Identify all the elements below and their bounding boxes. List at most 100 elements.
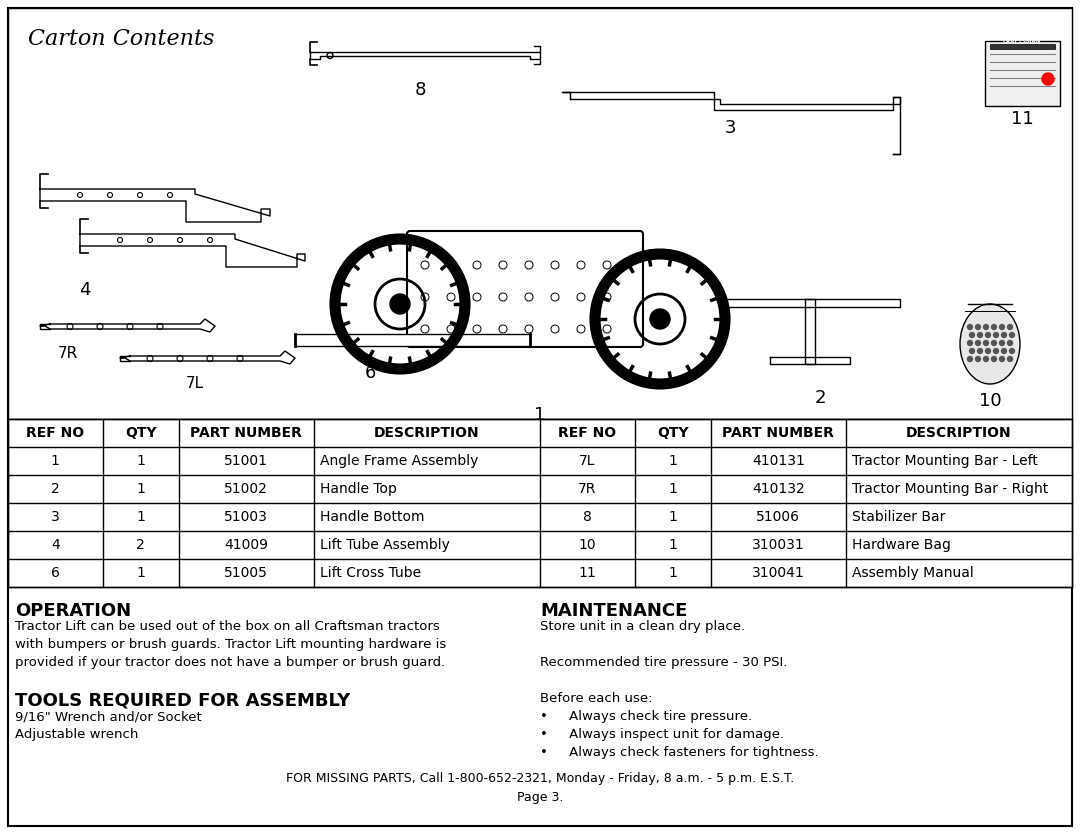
Circle shape — [1042, 73, 1054, 85]
Text: FOR MISSING PARTS, Call 1-800-652-2321, Monday - Friday, 8 a.m. - 5 p.m. E.S.T.
: FOR MISSING PARTS, Call 1-800-652-2321, … — [286, 772, 794, 804]
Polygon shape — [805, 299, 815, 364]
Circle shape — [994, 333, 999, 338]
Text: Tractor Lift can be used out of the box on all Craftsman tractors
with bumpers o: Tractor Lift can be used out of the box … — [15, 620, 446, 669]
Text: 10: 10 — [978, 392, 1001, 410]
Text: 7R: 7R — [578, 482, 596, 496]
Text: 2: 2 — [814, 389, 826, 407]
Circle shape — [390, 294, 410, 314]
Text: 1: 1 — [136, 566, 145, 580]
Circle shape — [1010, 349, 1014, 354]
Text: Hardware Bag: Hardware Bag — [852, 538, 951, 552]
Bar — [985, 41, 1059, 106]
Circle shape — [968, 356, 972, 361]
Text: 410131: 410131 — [752, 454, 805, 468]
Text: 8: 8 — [415, 81, 426, 99]
Bar — [295, 334, 530, 346]
FancyBboxPatch shape — [407, 231, 643, 347]
Circle shape — [984, 356, 988, 361]
Text: 3: 3 — [51, 510, 59, 524]
Polygon shape — [770, 357, 850, 364]
Circle shape — [968, 324, 972, 329]
Text: QTY: QTY — [125, 426, 157, 440]
Circle shape — [977, 333, 983, 338]
Text: QTY: QTY — [657, 426, 688, 440]
Text: Lift Tube Assembly: Lift Tube Assembly — [320, 538, 450, 552]
Polygon shape — [80, 234, 305, 267]
Polygon shape — [40, 189, 270, 222]
Text: 1: 1 — [535, 406, 545, 424]
Bar — [8, 419, 1072, 587]
Text: DESCRIPTION: DESCRIPTION — [375, 426, 480, 440]
Text: 3: 3 — [725, 119, 735, 137]
Text: DESCRIPTION: DESCRIPTION — [906, 426, 1012, 440]
Text: 10: 10 — [579, 538, 596, 552]
Text: Handle Top: Handle Top — [320, 482, 397, 496]
Circle shape — [994, 349, 999, 354]
Text: 6: 6 — [364, 364, 376, 382]
Polygon shape — [562, 92, 900, 110]
Circle shape — [986, 333, 990, 338]
Text: 8: 8 — [583, 510, 592, 524]
Circle shape — [1001, 333, 1007, 338]
Text: MAINTENANCE: MAINTENANCE — [540, 602, 687, 620]
Text: Tractor Mounting Bar - Left: Tractor Mounting Bar - Left — [852, 454, 1038, 468]
Circle shape — [991, 340, 997, 345]
Text: TOOLS REQUIRED FOR ASSEMBLY: TOOLS REQUIRED FOR ASSEMBLY — [15, 692, 350, 710]
Circle shape — [970, 349, 974, 354]
Text: 51003: 51003 — [225, 510, 268, 524]
Text: 7L: 7L — [579, 454, 595, 468]
Text: Assembly Manual: Assembly Manual — [852, 566, 974, 580]
Polygon shape — [40, 319, 215, 332]
Circle shape — [977, 349, 983, 354]
Circle shape — [1008, 340, 1013, 345]
Text: 310041: 310041 — [752, 566, 805, 580]
Text: 51001: 51001 — [225, 454, 268, 468]
Text: Stabilizer Bar: Stabilizer Bar — [852, 510, 945, 524]
Polygon shape — [120, 351, 295, 364]
Text: REF NO: REF NO — [558, 426, 617, 440]
Text: 1: 1 — [136, 482, 145, 496]
Text: 1: 1 — [669, 454, 677, 468]
Circle shape — [975, 324, 981, 329]
Text: 51002: 51002 — [225, 482, 268, 496]
Text: 11: 11 — [579, 566, 596, 580]
Text: Carton Contents: Carton Contents — [28, 28, 214, 50]
Text: 51006: 51006 — [756, 510, 800, 524]
Text: 1: 1 — [669, 482, 677, 496]
Circle shape — [991, 324, 997, 329]
Circle shape — [1010, 333, 1014, 338]
Text: 1: 1 — [136, 510, 145, 524]
Circle shape — [1001, 349, 1007, 354]
Text: 4: 4 — [79, 281, 91, 299]
Text: 310031: 310031 — [752, 538, 805, 552]
Polygon shape — [310, 52, 540, 59]
Text: 2: 2 — [51, 482, 59, 496]
Text: PART NUMBER: PART NUMBER — [723, 426, 834, 440]
Circle shape — [984, 324, 988, 329]
Text: 2: 2 — [136, 538, 145, 552]
Circle shape — [1008, 356, 1013, 361]
Circle shape — [975, 340, 981, 345]
Text: Handle Bottom: Handle Bottom — [320, 510, 424, 524]
Polygon shape — [720, 299, 900, 307]
Bar — [990, 44, 1055, 49]
Text: 1: 1 — [669, 566, 677, 580]
Circle shape — [984, 340, 988, 345]
Circle shape — [999, 340, 1004, 345]
Circle shape — [999, 356, 1004, 361]
Text: 1: 1 — [51, 454, 59, 468]
Text: Tractor Mounting Bar - Right: Tractor Mounting Bar - Right — [852, 482, 1049, 496]
Text: 410132: 410132 — [752, 482, 805, 496]
Text: 41009: 41009 — [225, 538, 268, 552]
Text: CRAFTSMAN: CRAFTSMAN — [1003, 38, 1041, 43]
Text: PART NUMBER: PART NUMBER — [190, 426, 302, 440]
Polygon shape — [893, 97, 900, 154]
Text: 1: 1 — [136, 454, 145, 468]
Circle shape — [970, 333, 974, 338]
Circle shape — [650, 309, 670, 329]
Text: 4: 4 — [51, 538, 59, 552]
Text: 1: 1 — [669, 538, 677, 552]
Text: Lift Cross Tube: Lift Cross Tube — [320, 566, 421, 580]
Text: REF NO: REF NO — [26, 426, 84, 440]
Circle shape — [999, 324, 1004, 329]
